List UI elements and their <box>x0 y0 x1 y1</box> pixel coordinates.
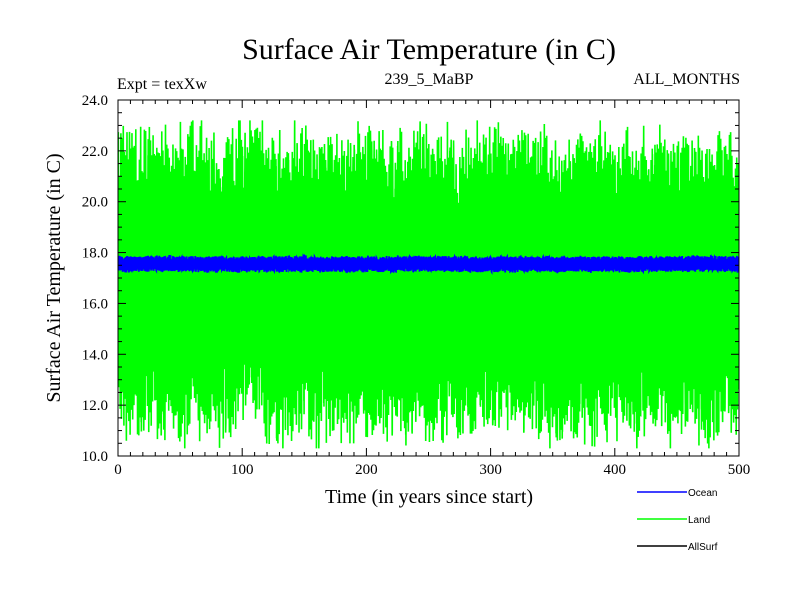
y-tick-label: 16.0 <box>82 296 108 312</box>
y-tick-label: 20.0 <box>82 195 108 211</box>
x-tick-label: 400 <box>604 462 627 478</box>
x-axis: 0 100 200 300 400 500 <box>114 100 750 478</box>
y-axis: 10.0 12.0 14.0 16.0 18.0 20.0 22.0 24.0 <box>82 93 739 465</box>
x-tick-label: 100 <box>231 462 254 478</box>
x-tick-label: 300 <box>479 462 502 478</box>
chart-title: Surface Air Temperature (in C) <box>242 33 616 66</box>
months-label: ALL_MONTHS <box>633 71 740 88</box>
y-tick-label: 18.0 <box>82 246 108 262</box>
legend-label-allsurf: AllSurf <box>688 542 718 553</box>
legend-label-land: Land <box>688 515 710 526</box>
period-label: 239_5_MaBP <box>385 71 474 88</box>
series-line-land <box>118 120 739 449</box>
x-tick-label: 0 <box>114 462 122 478</box>
y-axis-label: Surface Air Temperature (in C) <box>43 153 65 402</box>
plot-area <box>117 99 740 457</box>
series-line-ocean <box>118 253 739 275</box>
experiment-label: Expt = texXw <box>117 76 207 93</box>
y-tick-label: 10.0 <box>82 449 108 465</box>
y-tick-label: 14.0 <box>82 347 108 363</box>
y-tick-label: 22.0 <box>82 144 108 160</box>
y-tick-label: 24.0 <box>82 93 108 109</box>
x-axis-label: Time (in years since start) <box>325 486 533 508</box>
y-tick-label: 12.0 <box>82 398 108 414</box>
legend: Ocean Land AllSurf <box>637 488 718 553</box>
x-tick-label: 200 <box>355 462 378 478</box>
x-tick-label: 500 <box>728 462 751 478</box>
legend-label-ocean: Ocean <box>688 488 717 499</box>
